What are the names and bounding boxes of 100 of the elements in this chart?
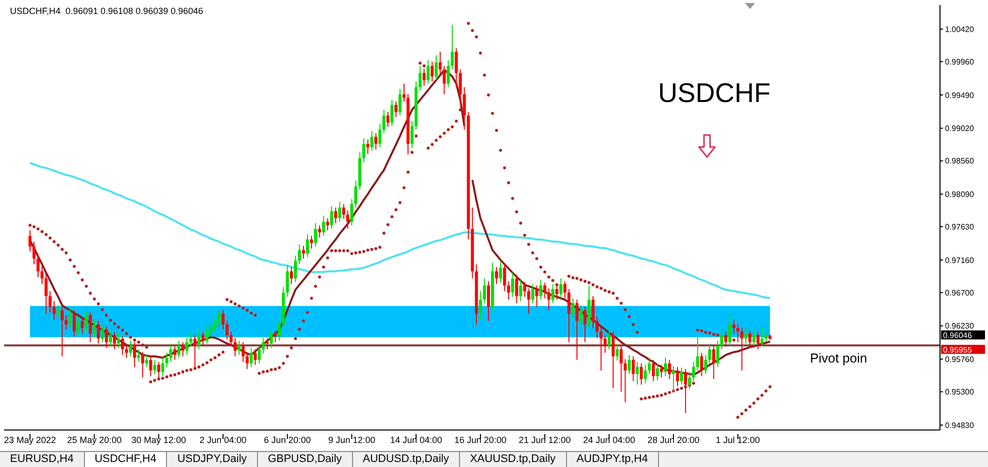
x-tick-label: 14 Jun 04:00 [390, 435, 442, 445]
candlestick [390, 99, 394, 127]
candlestick [438, 51, 442, 75]
candlestick [620, 345, 623, 392]
text: USDJPY,Daily [167, 452, 258, 467]
x-tick-label: 24 Jun 04:00 [583, 435, 636, 445]
candlestick [169, 343, 172, 362]
candlestick [100, 324, 104, 343]
candlestick [56, 304, 60, 319]
candlestick [370, 130, 374, 152]
annotation: USDCHF [658, 78, 770, 109]
candlestick [374, 132, 378, 150]
candlestick [571, 298, 574, 319]
candlestick [334, 207, 338, 224]
candlestick [555, 285, 558, 300]
candlestick [298, 244, 301, 265]
x-tick-label: 21 Jun 12:00 [518, 435, 571, 445]
y-tick-label: 0.99020 [945, 124, 974, 134]
candlestick [656, 362, 659, 381]
candlestick [32, 241, 36, 265]
text: XAUUSD.tp,Daily [460, 452, 567, 467]
candlestick [503, 264, 506, 292]
y-tick-label: 0.94830 [945, 420, 974, 430]
candlestick [386, 111, 390, 128]
candlestick [531, 284, 534, 304]
y-tick-label: 0.99960 [945, 58, 974, 67]
candlestick [44, 274, 48, 314]
candlestick [478, 290, 482, 320]
candlestick [108, 330, 112, 347]
candlestick [418, 65, 422, 92]
candlestick [157, 362, 160, 378]
candlestick [434, 54, 438, 81]
candlestick [575, 299, 578, 360]
x-tick-label: 6 Jun 20:00 [264, 435, 311, 445]
candlestick [628, 354, 631, 375]
candlestick [519, 279, 522, 302]
candlestick [760, 326, 764, 347]
candlestick [238, 340, 241, 356]
candlestick [88, 312, 92, 343]
candlestick [458, 68, 462, 106]
candlestick [92, 319, 96, 338]
candlestick [362, 138, 366, 163]
candlestick [612, 331, 615, 389]
x-tick-label: 1 Jul 12:00 [716, 435, 760, 445]
candlestick [366, 139, 370, 154]
candlestick [592, 296, 595, 328]
candlestick [600, 328, 603, 371]
candlestick [60, 306, 64, 357]
candlestick [652, 359, 655, 382]
candlestick [218, 309, 221, 328]
x-tick-label: 23 May 2022 [4, 435, 56, 445]
y-tick-label: 0.95760 [945, 355, 974, 364]
candlestick [270, 328, 273, 348]
x-tick-label: 9 Jun 12:00 [328, 435, 376, 445]
candlestick [664, 357, 667, 377]
candlestick [28, 230, 32, 252]
candlestick [141, 352, 144, 378]
candlestick [584, 306, 586, 343]
text: AUDUSD.tp,Daily [352, 452, 460, 467]
candlestick [209, 323, 212, 337]
candlestick [214, 318, 216, 333]
candlestick [222, 310, 225, 330]
candlestick [716, 340, 720, 368]
candlestick [226, 320, 229, 340]
candlestick [40, 265, 44, 285]
text: AUDJPY.tp,H4 [566, 452, 659, 467]
candlestick [486, 280, 490, 322]
candlestick [185, 337, 188, 356]
candlestick [242, 342, 245, 362]
candlestick [640, 362, 643, 386]
y-tick-label: 0.95300 [945, 388, 974, 397]
candlestick [302, 245, 305, 260]
candlestick [410, 120, 414, 149]
candlestick [511, 272, 514, 298]
candlestick [197, 330, 200, 350]
candlestick [346, 210, 350, 230]
text: EURUSD,H4 [0, 452, 85, 467]
candlestick [748, 330, 752, 348]
candlestick [246, 353, 249, 370]
candlestick [426, 60, 430, 84]
candlestick [112, 332, 116, 350]
candlestick [523, 281, 526, 298]
candlestick [579, 304, 582, 326]
candlestick [286, 265, 289, 298]
y-tick-label: 0.96700 [945, 288, 974, 298]
candlestick [551, 284, 554, 304]
candlestick [624, 358, 627, 403]
x-tick-label: 2 Jun 04:00 [200, 435, 247, 445]
line-series [29, 162, 771, 300]
candlestick [322, 216, 326, 236]
candlestick [274, 330, 277, 343]
candlestick [454, 48, 458, 88]
candlestick [121, 336, 124, 356]
candlestick [450, 24, 454, 70]
candlestick [133, 342, 136, 368]
candlestick [422, 68, 426, 86]
candlestick [76, 316, 80, 336]
candlestick [604, 334, 607, 354]
candlestick [350, 198, 354, 226]
candlestick [636, 362, 639, 386]
